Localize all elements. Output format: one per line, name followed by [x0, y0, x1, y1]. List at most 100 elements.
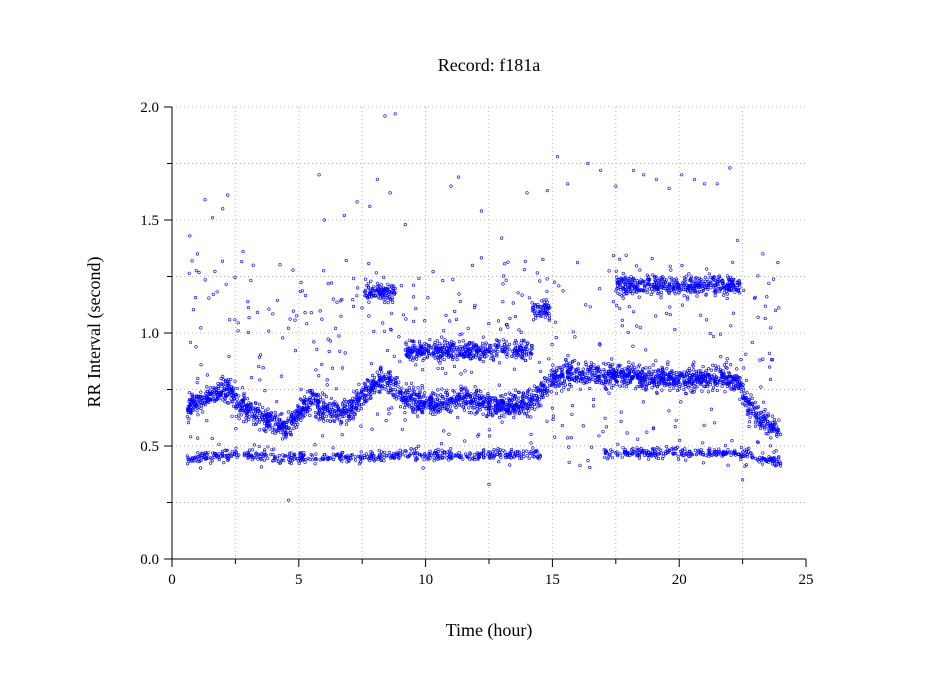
rr-point	[353, 409, 357, 413]
rr-point	[512, 455, 517, 459]
rr-point	[576, 366, 580, 370]
rr-point	[539, 383, 543, 387]
rr-point	[434, 409, 438, 413]
rr-point	[354, 392, 359, 397]
rr-point	[484, 407, 488, 411]
rr-point	[345, 403, 349, 407]
rr-point	[772, 422, 777, 426]
rr-point	[272, 455, 277, 460]
rr-point	[205, 394, 209, 398]
rr-point	[314, 458, 318, 462]
rr-point	[288, 459, 292, 463]
rr-point	[668, 384, 672, 389]
rr-point	[255, 453, 259, 457]
rr-point	[440, 448, 444, 452]
rr-point	[277, 453, 281, 458]
rr-point	[634, 374, 638, 378]
rr-point	[231, 400, 235, 404]
rr-point	[223, 388, 227, 392]
rr-point	[294, 425, 299, 429]
rr-point	[615, 379, 619, 384]
rr-point	[228, 386, 232, 390]
rr-point	[248, 407, 252, 411]
rr-point	[520, 456, 524, 461]
rr-point	[481, 412, 485, 416]
rr-point	[526, 390, 530, 394]
rr-point	[411, 388, 415, 393]
rr-point	[398, 448, 402, 452]
rr-point	[206, 393, 210, 397]
grid	[172, 106, 806, 559]
rr-point	[643, 388, 648, 392]
rr-point	[635, 446, 639, 450]
rr-point	[586, 372, 590, 376]
rr-point	[555, 378, 559, 382]
rr-point	[428, 451, 432, 456]
rr-point	[188, 410, 193, 414]
rr-point	[281, 424, 285, 428]
rr-point	[252, 422, 256, 426]
rr-point	[536, 386, 540, 390]
rr-point	[492, 454, 496, 459]
rr-point	[533, 407, 537, 411]
rr-point	[729, 453, 733, 457]
rr-point	[706, 287, 710, 292]
rr-point	[397, 455, 401, 460]
rr-point	[363, 393, 368, 398]
rr-point	[532, 402, 537, 407]
rr-point	[423, 406, 427, 410]
rr-point	[399, 390, 403, 394]
rr-point	[527, 401, 531, 405]
rr-point	[201, 455, 205, 460]
rr-point	[221, 374, 225, 379]
rr-point	[227, 456, 231, 461]
rr-point	[441, 396, 445, 400]
rr-point	[267, 412, 272, 417]
rr-point	[707, 451, 711, 455]
rr-point	[598, 378, 602, 383]
rr-point	[663, 382, 668, 386]
rr-point	[710, 388, 715, 393]
rr-point	[271, 452, 275, 457]
rr-point	[387, 454, 391, 458]
rr-point	[258, 428, 262, 432]
rr-point	[513, 405, 518, 409]
rr-point	[643, 379, 648, 384]
rr-point	[378, 383, 382, 387]
rr-point	[256, 457, 260, 461]
rr-point	[660, 388, 664, 392]
rr-point	[624, 372, 629, 377]
rr-point	[222, 454, 226, 458]
rr-point	[226, 454, 230, 458]
rr-point	[244, 405, 249, 409]
rr-point	[231, 393, 235, 398]
rr-point	[574, 369, 578, 374]
rr-point	[706, 381, 710, 385]
rr-point	[385, 287, 389, 291]
rr-point	[226, 401, 230, 405]
rr-point	[208, 389, 212, 393]
rr-point	[412, 385, 416, 389]
rr-point	[495, 452, 500, 456]
rr-point	[429, 411, 433, 415]
rr-point	[481, 452, 486, 456]
rr-point	[457, 451, 461, 455]
rr-point	[244, 412, 248, 416]
rr-point	[754, 424, 758, 429]
rr-point	[496, 400, 500, 404]
rr-point	[506, 404, 510, 409]
rr-point	[314, 452, 318, 456]
rr-point	[339, 453, 343, 457]
rr-point	[342, 397, 347, 402]
rr-point	[324, 395, 329, 399]
rr-point	[746, 450, 751, 454]
rr-point	[303, 460, 307, 464]
rr-point	[237, 413, 241, 417]
rr-point	[756, 458, 760, 462]
rr-point	[614, 369, 619, 373]
rr-point	[368, 295, 372, 299]
rr-point	[201, 410, 205, 414]
rr-point	[445, 456, 449, 460]
rr-point	[501, 401, 505, 406]
rr-point	[289, 451, 293, 455]
